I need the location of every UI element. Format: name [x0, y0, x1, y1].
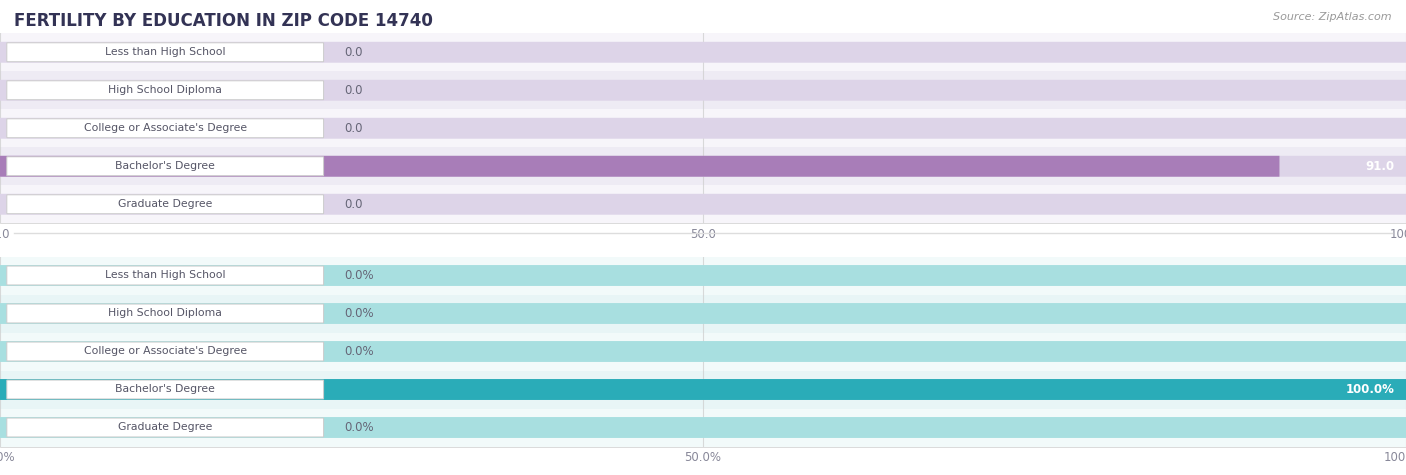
FancyBboxPatch shape: [0, 185, 1406, 223]
Text: College or Associate's Degree: College or Associate's Degree: [83, 123, 247, 133]
FancyBboxPatch shape: [0, 194, 1406, 215]
Text: 0.0: 0.0: [344, 198, 363, 211]
FancyBboxPatch shape: [0, 118, 1406, 139]
FancyBboxPatch shape: [0, 256, 1406, 294]
FancyBboxPatch shape: [0, 341, 1406, 362]
FancyBboxPatch shape: [0, 417, 1406, 438]
FancyBboxPatch shape: [7, 380, 323, 399]
FancyBboxPatch shape: [7, 418, 323, 437]
FancyBboxPatch shape: [0, 71, 1406, 109]
Text: Bachelor's Degree: Bachelor's Degree: [115, 161, 215, 171]
FancyBboxPatch shape: [7, 195, 323, 214]
Text: Less than High School: Less than High School: [105, 270, 225, 281]
FancyBboxPatch shape: [7, 119, 323, 138]
FancyBboxPatch shape: [0, 33, 1406, 71]
FancyBboxPatch shape: [0, 265, 1406, 286]
Text: Source: ZipAtlas.com: Source: ZipAtlas.com: [1274, 12, 1392, 22]
Text: 0.0: 0.0: [344, 84, 363, 97]
Text: FERTILITY BY EDUCATION IN ZIP CODE 14740: FERTILITY BY EDUCATION IN ZIP CODE 14740: [14, 12, 433, 30]
FancyBboxPatch shape: [7, 43, 323, 62]
FancyBboxPatch shape: [0, 156, 1279, 177]
Text: Bachelor's Degree: Bachelor's Degree: [115, 384, 215, 395]
Text: 0.0%: 0.0%: [344, 307, 374, 320]
Text: High School Diploma: High School Diploma: [108, 85, 222, 95]
FancyBboxPatch shape: [0, 303, 1406, 324]
Text: High School Diploma: High School Diploma: [108, 308, 222, 319]
FancyBboxPatch shape: [7, 342, 323, 361]
Text: 0.0%: 0.0%: [344, 345, 374, 358]
Text: 91.0: 91.0: [1365, 160, 1395, 173]
Text: 0.0: 0.0: [344, 122, 363, 135]
Text: Graduate Degree: Graduate Degree: [118, 422, 212, 433]
Text: 100.0%: 100.0%: [1346, 383, 1395, 396]
FancyBboxPatch shape: [0, 109, 1406, 147]
Text: Graduate Degree: Graduate Degree: [118, 199, 212, 209]
Text: 0.0: 0.0: [344, 46, 363, 59]
FancyBboxPatch shape: [0, 332, 1406, 371]
FancyBboxPatch shape: [0, 379, 1406, 400]
Text: 0.0%: 0.0%: [344, 421, 374, 434]
FancyBboxPatch shape: [7, 304, 323, 323]
FancyBboxPatch shape: [7, 266, 323, 285]
FancyBboxPatch shape: [0, 42, 1406, 63]
FancyBboxPatch shape: [0, 370, 1406, 408]
FancyBboxPatch shape: [0, 379, 1406, 400]
FancyBboxPatch shape: [7, 157, 323, 176]
FancyBboxPatch shape: [0, 80, 1406, 101]
FancyBboxPatch shape: [7, 81, 323, 100]
Text: 0.0%: 0.0%: [344, 269, 374, 282]
FancyBboxPatch shape: [0, 147, 1406, 185]
FancyBboxPatch shape: [0, 156, 1406, 177]
FancyBboxPatch shape: [0, 408, 1406, 446]
Text: Less than High School: Less than High School: [105, 47, 225, 57]
FancyBboxPatch shape: [0, 294, 1406, 332]
Text: College or Associate's Degree: College or Associate's Degree: [83, 346, 247, 357]
